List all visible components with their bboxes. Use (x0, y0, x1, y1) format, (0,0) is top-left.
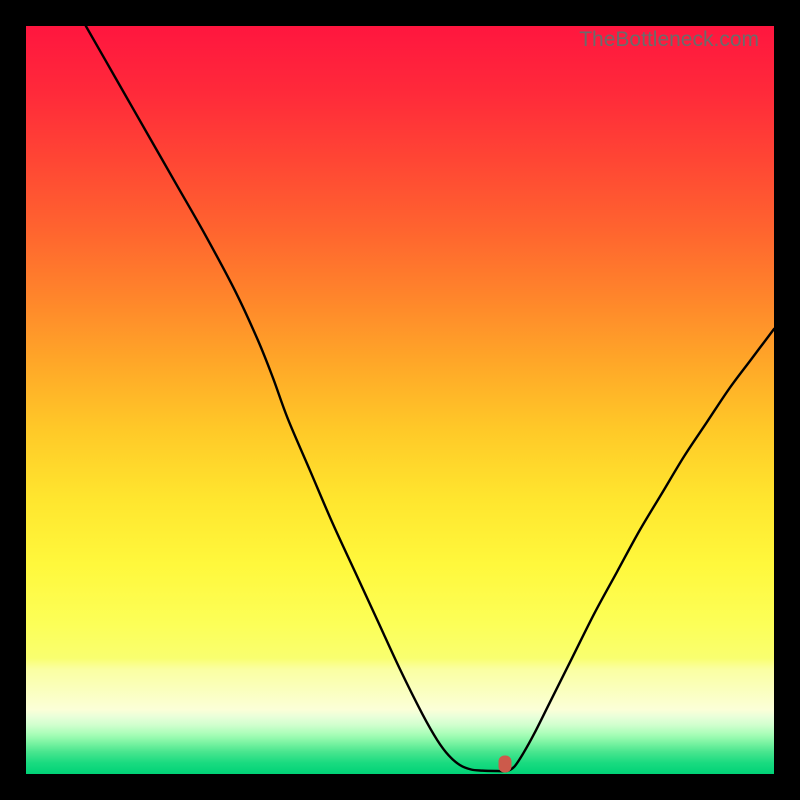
chart-frame: TheBottleneck.com (0, 0, 800, 800)
bottleneck-curve (26, 26, 774, 774)
optimal-point-marker (499, 756, 512, 773)
plot-area (26, 26, 774, 774)
watermark-text: TheBottleneck.com (579, 28, 759, 52)
